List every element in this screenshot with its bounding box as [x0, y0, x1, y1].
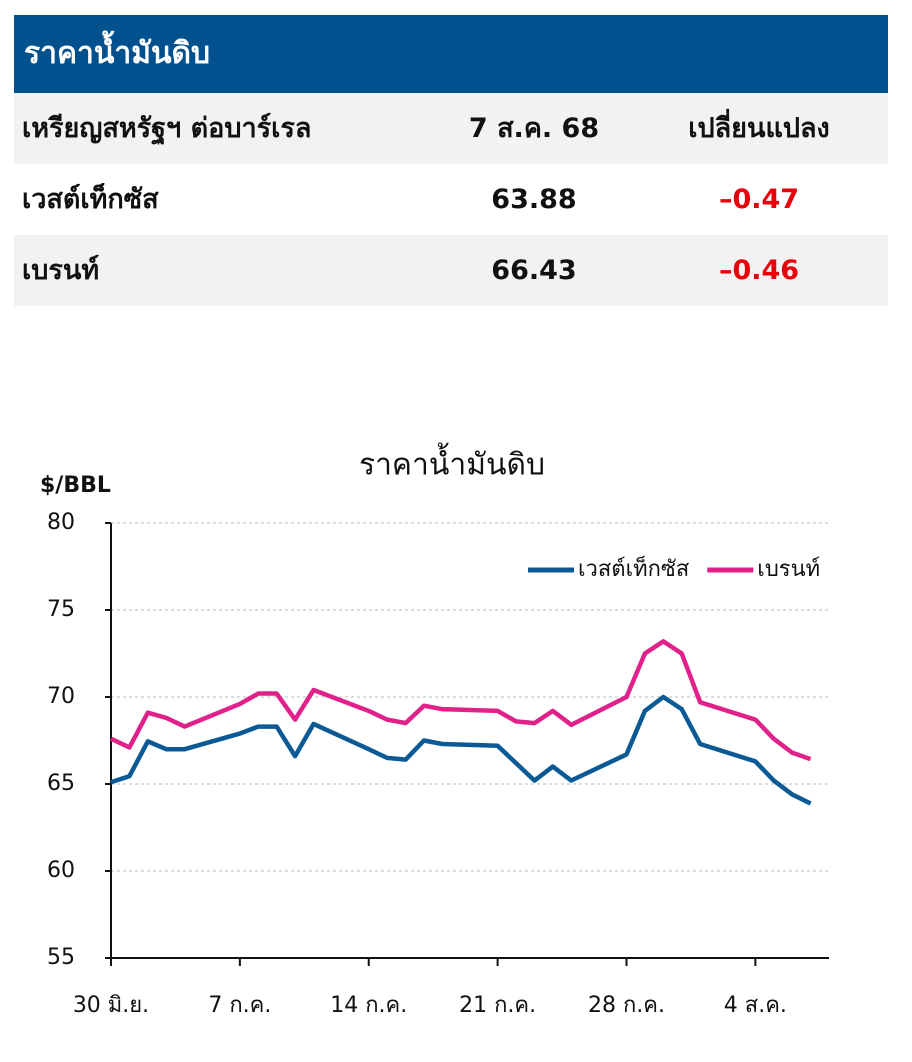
header-row: เหรียญสหรัฐฯ ต่อบาร์เรล 7 ส.ค. 68 เปลี่ย… [14, 93, 888, 164]
legend-label: เบรนท์ [757, 557, 820, 582]
y-axis-label: $/BBL [40, 473, 111, 498]
x-tick-label: 21 ก.ค. [459, 993, 536, 1018]
cell: 63.88 [491, 184, 577, 215]
y-tick-label: 75 [47, 597, 75, 622]
column-header: เปลี่ยนแปลง [688, 113, 830, 144]
x-tick-label: 14 ก.ค. [330, 993, 407, 1018]
y-tick-label: 80 [47, 510, 75, 535]
series-line [110, 694, 812, 806]
column-header: 7 ส.ค. 68 [468, 113, 600, 144]
x-tick-label: 4 ส.ค. [724, 993, 787, 1018]
cell: เวสต์เท็กซัส [22, 184, 159, 215]
cell: 66.43 [491, 255, 577, 286]
legend-label: เวสต์เท็กซัส [578, 554, 690, 582]
table-row: เวสต์เท็กซัส 63.88 –0.47 [14, 164, 888, 235]
x-tick-label: 7 ก.ค. [208, 993, 271, 1018]
cell: –0.47 [718, 184, 800, 215]
x-tick-label: 28 ก.ค. [588, 993, 665, 1018]
chart-title: ราคาน้ำมันดิบ [359, 443, 545, 483]
y-tick-label: 70 [47, 684, 75, 709]
table-title: ราคาน้ำมันดิบ [14, 15, 888, 93]
cell: เบรนท์ [22, 255, 100, 286]
y-tick-label: 60 [47, 858, 75, 883]
cell: –0.46 [718, 255, 800, 286]
y-tick-label: 55 [47, 945, 75, 970]
column-header: เหรียญสหรัฐฯ ต่อบาร์เรล [22, 113, 312, 144]
y-tick-label: 65 [47, 771, 75, 796]
x-tick-label: 30 มิ.ย. [73, 993, 149, 1018]
series-line [110, 639, 812, 762]
table-row: เบรนท์ 66.43 –0.46 [14, 235, 888, 306]
